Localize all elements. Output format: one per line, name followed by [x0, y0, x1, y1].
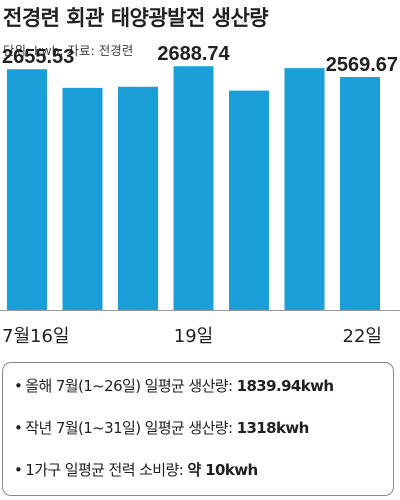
info-label: 올해 7월(1~26일) 일평균 생산량: [25, 377, 237, 395]
bullet-icon: • [14, 461, 23, 479]
bar-1 [7, 69, 47, 310]
chart-title: 전경련 회관 태양광발전 생산량 [3, 6, 269, 30]
x-tick-label: 22일 [343, 326, 382, 347]
info-box: • 올해 7월(1~26일) 일평균 생산량: 1839.94kwh • 작년 7월… [2, 362, 394, 496]
bar-4 [173, 66, 214, 310]
info-label: 1가구 일평균 전력 소비량: [25, 461, 188, 479]
bar-3 [118, 86, 158, 311]
bar-chart: 2655.53 7월16일 2688.74 19일 2569.67 22일 [0, 43, 400, 347]
data-label: 2655.53 [2, 46, 74, 68]
info-line-this-year: • 올해 7월(1~26일) 일평균 생산량: 1839.94kwh [14, 375, 334, 396]
bar-7 [340, 77, 380, 310]
x-tick-label: 7월16일 [2, 326, 69, 347]
info-line-household: • 1가구 일평균 전력 소비량: 약 10kwh [14, 459, 258, 480]
bar-2 [62, 87, 103, 310]
bullet-icon: • [14, 377, 23, 395]
data-label: 2688.74 [157, 43, 230, 65]
x-tick-label: 19일 [174, 326, 213, 347]
chart-subtitle: 단위: kwh, 자료: 전경련 [3, 43, 134, 58]
info-value: 1839.94kwh [236, 377, 334, 395]
bullet-icon: • [14, 419, 23, 437]
info-value: 약 10kwh [187, 461, 258, 479]
bar-5 [229, 90, 269, 310]
data-label: 2569.67 [326, 54, 398, 76]
info-line-last-year: • 작년 7월(1~31일) 일평균 생산량: 1318kwh [14, 417, 309, 438]
bar-6 [284, 68, 325, 310]
info-label: 작년 7월(1~31일) 일평균 생산량: [25, 419, 237, 437]
info-value: 1318kwh [236, 419, 310, 437]
